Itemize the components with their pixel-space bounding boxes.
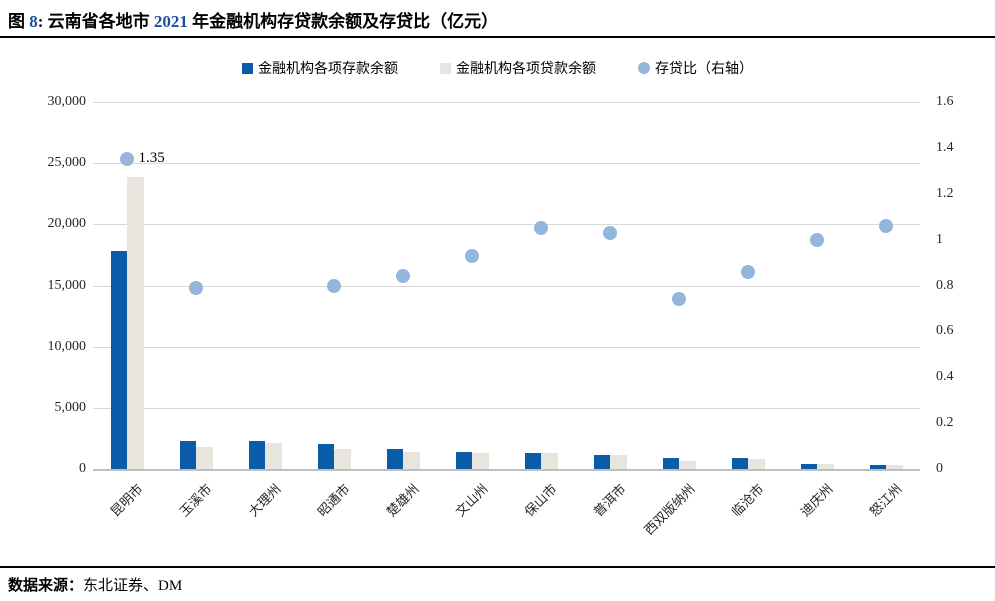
plot-area: 1.35	[93, 102, 920, 471]
y-right-tick: 1.2	[936, 185, 954, 201]
bar-loan	[196, 447, 214, 469]
x-category-label: 昆明市	[108, 481, 147, 520]
gridline	[93, 346, 920, 348]
legend-item-loans: 金融机构各项贷款余额	[440, 58, 596, 78]
ratio-dot	[120, 152, 135, 167]
y-left-tick: 25,000	[47, 155, 87, 171]
x-category-label: 文山州	[452, 481, 491, 520]
bar-deposit	[456, 451, 473, 469]
gridline	[93, 285, 920, 287]
ratio-dot	[809, 232, 824, 247]
bar-loan	[127, 176, 145, 469]
gridline	[93, 163, 920, 165]
bar-loan	[540, 452, 558, 469]
legend-label: 金融机构各项存款余额	[258, 62, 398, 77]
title-text-1: 云南省各地市	[47, 12, 154, 31]
bar-loan	[403, 452, 421, 469]
ratio-dot	[533, 221, 548, 236]
legend-item-deposits: 金融机构各项存款余额	[242, 58, 398, 78]
x-category-label: 玉溪市	[176, 481, 216, 520]
figure-title: 图 8: 云南省各地市 2021 年金融机构存贷款余额及存贷比（亿元）	[8, 7, 498, 32]
bar-deposit	[249, 441, 266, 469]
bar-deposit	[731, 458, 748, 469]
data-source: 数据来源：东北证券、DM	[8, 574, 182, 595]
figure-number: 8	[29, 12, 38, 31]
title-text-2: 年金融机构存贷款余额及存贷比（亿元）	[187, 12, 499, 31]
bar-deposit	[524, 453, 541, 469]
bar-loan	[816, 463, 834, 469]
bar-loan	[747, 459, 765, 469]
y-left-tick: 15,000	[47, 277, 87, 293]
source-label: 数据来源：	[8, 578, 84, 594]
bar-loan	[885, 464, 903, 469]
y-axis-left: 30,000 25,000 20,000 15,000 10,000 5,000 0	[18, 94, 87, 476]
y-right-tick: 0.4	[936, 369, 954, 385]
x-category-label: 昭通市	[314, 481, 353, 520]
y-left-tick: 0	[79, 461, 86, 476]
ratio-dot	[465, 248, 480, 263]
ratio-dot	[327, 278, 342, 293]
figure-separator: :	[37, 12, 48, 31]
ratio-dot	[671, 292, 686, 307]
y-right-tick: 1	[936, 231, 943, 247]
x-category-label: 西双版纳州	[640, 481, 698, 538]
y-right-tick: 1.6	[936, 94, 954, 109]
ratio-dot-swatch-icon	[638, 62, 650, 74]
bar-deposit	[387, 449, 404, 469]
data-label: 1.35	[138, 150, 165, 167]
y-right-tick: 0.6	[936, 323, 954, 339]
bar-loan	[265, 442, 283, 469]
bar-deposit	[662, 457, 679, 469]
bar-deposit	[318, 443, 335, 469]
bar-deposit	[800, 463, 817, 469]
x-category-label: 迪庆州	[797, 481, 836, 520]
gridline	[93, 407, 920, 409]
x-category-label: 普洱市	[590, 481, 629, 520]
y-left-tick: 10,000	[47, 338, 87, 354]
x-category-label: 临沧市	[728, 481, 767, 520]
ratio-dot	[878, 218, 893, 233]
y-axis-right: 1.6 1.4 1.2 1 0.8 0.6 0.4 0.2 0	[936, 94, 991, 476]
title-year: 2021	[153, 12, 188, 31]
legend-label: 金融机构各项贷款余额	[456, 62, 596, 77]
y-right-tick: 0.8	[936, 277, 954, 293]
ratio-dot	[396, 269, 411, 284]
gridline	[93, 224, 920, 226]
legend-item-ratio: 存贷比（右轴）	[638, 58, 753, 78]
source-text: 东北证券、DM	[83, 578, 183, 594]
bar-loan	[472, 453, 490, 469]
bar-loan	[678, 460, 696, 469]
ratio-dot	[602, 225, 617, 240]
deposit-bar-swatch-icon	[242, 62, 253, 74]
y-left-tick: 20,000	[47, 216, 87, 232]
x-category-label: 保山市	[521, 481, 560, 520]
bar-deposit	[869, 465, 886, 469]
x-axis-labels: 昆明市 玉溪市 大理州 昭通市 楚雄州 文山州 保山市 普洱市 西双版纳州 临沧市 迪庆州 怒江州	[93, 471, 920, 561]
chart-legend: 金融机构各项存款余额 金融机构各项贷款余额 存贷比（右轴）	[0, 58, 995, 78]
y-left-tick: 30,000	[47, 94, 87, 109]
bar-loan	[609, 454, 627, 469]
ratio-dot	[189, 280, 204, 295]
gridline	[93, 102, 920, 103]
bar-deposit	[180, 441, 197, 469]
y-right-tick: 1.4	[936, 139, 954, 155]
x-category-label: 楚雄州	[383, 481, 422, 520]
bar-deposit	[593, 455, 610, 469]
y-left-tick: 5,000	[54, 399, 87, 415]
bar-deposit	[111, 251, 128, 469]
title-divider	[0, 36, 995, 38]
ratio-dot	[740, 264, 755, 279]
bar-loan	[334, 448, 352, 469]
y-right-tick: 0.2	[936, 415, 954, 431]
loan-bar-swatch-icon	[440, 62, 451, 74]
figure-label: 图	[8, 12, 30, 31]
x-category-label: 大理州	[245, 481, 285, 520]
footer-divider	[0, 566, 995, 568]
legend-label: 存贷比（右轴）	[655, 62, 753, 77]
x-axis-line	[93, 469, 920, 471]
x-category-label: 怒江州	[866, 481, 905, 520]
y-right-tick: 0	[936, 461, 943, 476]
